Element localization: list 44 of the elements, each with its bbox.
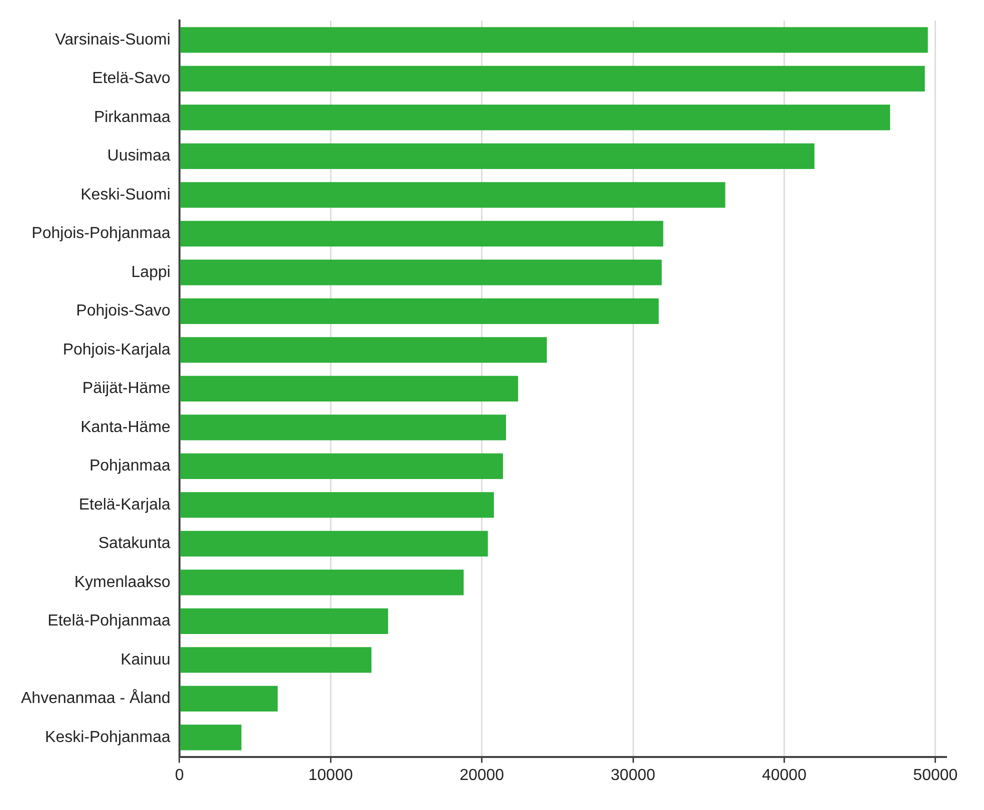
y-tick-label: Pohjois-Savo [76, 302, 171, 320]
y-tick-label: Lappi [131, 264, 170, 281]
bar [180, 182, 726, 208]
y-tick-label: Kanta-Häme [80, 418, 171, 436]
bar [180, 220, 664, 246]
y-tick-label: Pohjois-Pohjanmaa [32, 225, 171, 242]
y-tick-label: Etelä-Karjala [78, 496, 171, 514]
y-tick-label: Etelä-Pohjanmaa [48, 612, 171, 630]
bar [180, 530, 488, 556]
y-tick-label: Satakunta [98, 535, 171, 552]
y-tick-label: Pohjanmaa [89, 458, 171, 475]
x-tick-label: 0 [174, 766, 184, 784]
bar [180, 453, 503, 479]
y-tick-label: Keski-Suomi [80, 186, 170, 204]
bar [180, 492, 494, 518]
y-tick-label: Päijät-Häme [82, 380, 171, 398]
bar [180, 27, 928, 53]
y-tick-label: Etelä-Savo [92, 70, 171, 88]
bar [180, 298, 659, 324]
x-tick-label: 40000 [762, 766, 807, 784]
y-tick-label: Kainuu [120, 651, 170, 668]
bar [180, 376, 518, 402]
bar [180, 260, 662, 286]
y-tick-label: Pohjois-Karjala [62, 341, 171, 358]
y-tick-label: Ahvenanmaa - Åland [20, 689, 170, 708]
y-tick-label: Uusimaa [107, 148, 171, 165]
y-tick-label: Pirkanmaa [94, 108, 171, 126]
x-tick-label: 10000 [308, 766, 353, 784]
bar [180, 608, 388, 634]
x-tick-label: 50000 [913, 766, 958, 784]
y-tick-label: Kymenlaakso [74, 574, 171, 591]
x-tick-label: 30000 [610, 766, 656, 784]
x-tick-label: 20000 [460, 766, 504, 784]
bar [180, 724, 242, 750]
bar [180, 686, 278, 712]
bar [180, 647, 372, 673]
bar [180, 104, 890, 130]
bar [180, 337, 547, 363]
y-tick-label: Keski-Pohjanmaa [45, 728, 171, 746]
bar [180, 66, 925, 92]
bar [180, 570, 464, 596]
y-tick-label: Varsinais-Suomi [55, 31, 170, 48]
bar [180, 414, 506, 440]
bar [180, 143, 814, 170]
